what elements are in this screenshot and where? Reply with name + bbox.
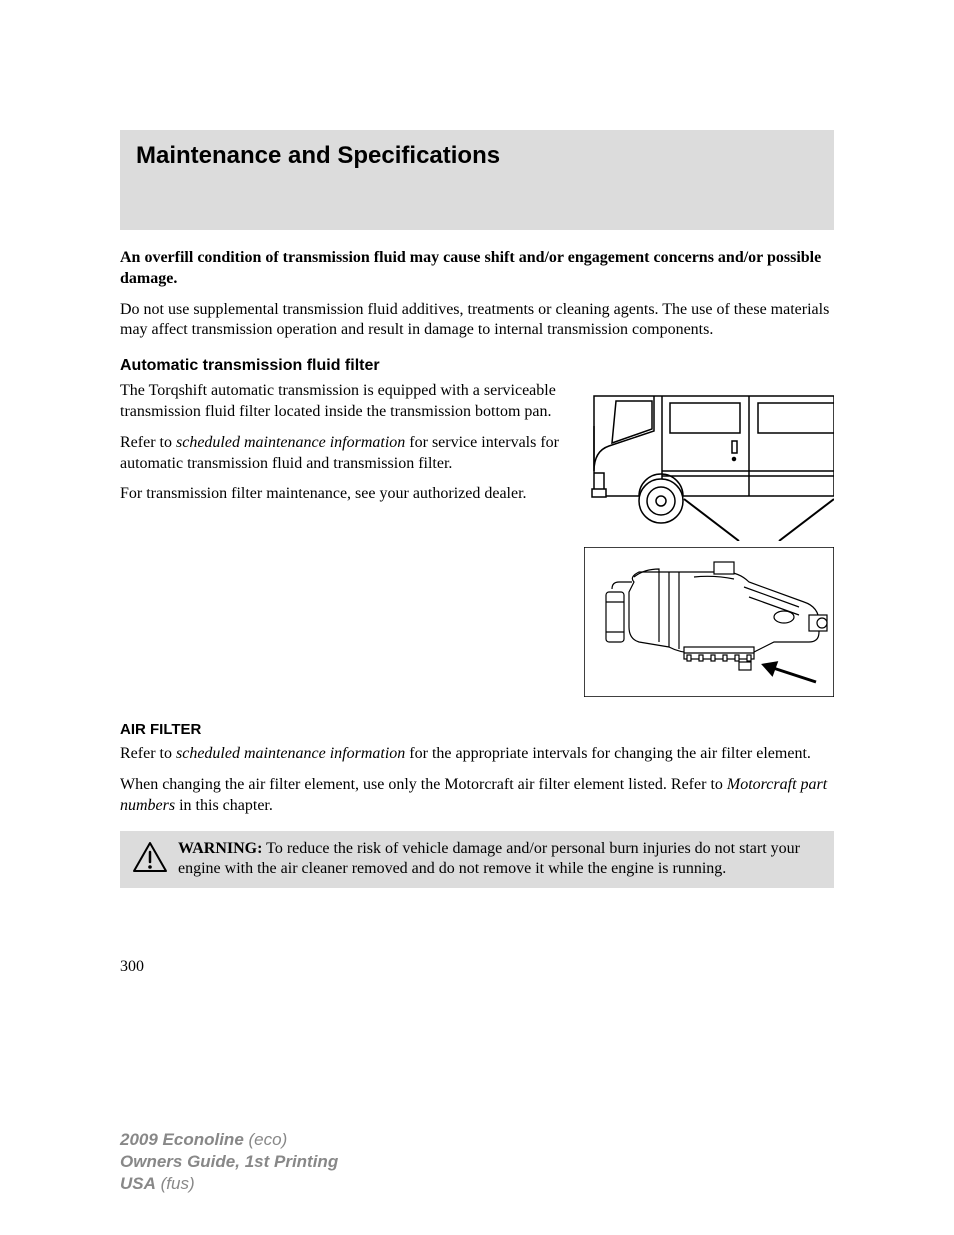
af-p2-pre: When changing the air filter element, us… xyxy=(120,776,727,793)
auto-trans-title: Automatic transmission fluid filter xyxy=(120,357,834,375)
para2-italic: scheduled maintenance information xyxy=(176,434,405,451)
warning-text: To reduce the risk of vehicle damage and… xyxy=(178,840,800,878)
auto-trans-para2: Refer to scheduled maintenance informati… xyxy=(120,433,564,475)
af-p1-post: for the appropriate intervals for changi… xyxy=(405,745,811,762)
warning-triangle-icon xyxy=(132,841,168,873)
air-filter-para2: When changing the air filter element, us… xyxy=(120,775,834,817)
footer-region: USA xyxy=(120,1174,156,1193)
transmission-illustration xyxy=(584,547,834,697)
van-illustration xyxy=(584,381,834,541)
warning-label: WARNING: xyxy=(178,840,262,857)
af-p1-italic: scheduled maintenance information xyxy=(176,745,405,762)
af-p2-post: in this chapter. xyxy=(175,797,273,814)
af-p1-pre: Refer to xyxy=(120,745,176,762)
section-header-band: Maintenance and Specifications xyxy=(120,130,834,230)
para2-pre: Refer to xyxy=(120,434,176,451)
warning-box: WARNING: To reduce the risk of vehicle d… xyxy=(120,831,834,889)
footer-code1: (eco) xyxy=(244,1130,287,1149)
overfill-warning: An overfill condition of transmission fl… xyxy=(120,248,834,290)
overfill-para: Do not use supplemental transmission flu… xyxy=(120,300,834,342)
footer-code2: (fus) xyxy=(156,1174,195,1193)
section-title: Maintenance and Specifications xyxy=(136,142,818,170)
auto-trans-para3: For transmission filter maintenance, see… xyxy=(120,484,564,505)
footer: 2009 Econoline (eco) Owners Guide, 1st P… xyxy=(120,1129,338,1195)
auto-trans-para1: The Torqshift automatic transmission is … xyxy=(120,381,564,423)
page-number: 300 xyxy=(120,958,834,976)
air-filter-title: AIR FILTER xyxy=(120,721,834,738)
footer-guide: Owners Guide, 1st Printing xyxy=(120,1151,338,1173)
footer-model: 2009 Econoline xyxy=(120,1130,244,1149)
air-filter-para1: Refer to scheduled maintenance informati… xyxy=(120,744,834,765)
